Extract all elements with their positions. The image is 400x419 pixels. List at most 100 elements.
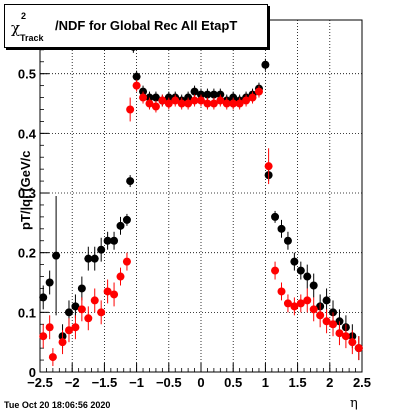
red-data-point [341, 332, 350, 341]
red-data-point [264, 162, 273, 171]
x-tick-label: −2 [65, 375, 80, 390]
red-data-point [335, 329, 344, 338]
red-data-point [158, 96, 167, 105]
red-data-point [184, 99, 193, 108]
black-data-point [116, 221, 125, 230]
red-data-point [97, 308, 106, 317]
title-subscript: Track [20, 33, 44, 43]
red-data-point [242, 96, 251, 105]
title-symbol: χ [11, 19, 21, 37]
x-tick-label: −1.5 [92, 375, 118, 390]
black-data-point [84, 254, 93, 263]
red-data-point [45, 323, 54, 332]
x-tick-label: 0.5 [224, 375, 242, 390]
black-data-point [110, 236, 119, 245]
title-box: χ 2 Track /NDF for Global Rec All EtapT [4, 4, 268, 48]
red-data-point [64, 326, 73, 335]
red-data-point [248, 93, 257, 102]
data-layer [39, 25, 363, 367]
red-data-point [309, 305, 318, 314]
red-data-point [90, 296, 99, 305]
black-data-point [90, 254, 99, 263]
x-tick-label: 1.5 [289, 375, 307, 390]
red-data-point [58, 338, 67, 347]
black-data-point [322, 296, 331, 305]
red-data-point [190, 96, 199, 105]
red-data-point [116, 272, 125, 281]
black-data-point [277, 224, 286, 233]
red-data-point [316, 311, 325, 320]
black-data-point [309, 281, 318, 290]
red-data-point [132, 81, 141, 90]
red-data-point [145, 99, 154, 108]
black-data-point [296, 266, 305, 275]
x-tick-label: 2.5 [353, 375, 371, 390]
red-data-point [222, 99, 231, 108]
red-data-point [277, 287, 286, 296]
black-data-point [303, 272, 312, 281]
y-axis-label: pT/|q| (GeV/c [18, 150, 33, 230]
y-tick-label: 0.1 [18, 305, 36, 320]
x-tick-label: 0 [197, 375, 204, 390]
black-data-point [126, 177, 135, 186]
red-data-point [48, 353, 57, 362]
black-data-point [290, 257, 299, 266]
red-data-point [71, 323, 80, 332]
y-tick-label: 0.3 [18, 186, 36, 201]
black-data-point [97, 245, 106, 254]
red-data-point [322, 317, 331, 326]
red-data-point [329, 320, 338, 329]
x-tick-label: 1 [262, 375, 269, 390]
black-data-point [39, 293, 48, 302]
y-tick-label: 0.4 [18, 126, 37, 141]
black-data-point [261, 60, 270, 69]
red-data-point [197, 96, 205, 105]
y-tick-label: 0.5 [18, 67, 36, 82]
black-data-point [45, 278, 54, 287]
red-data-point [283, 299, 292, 308]
y-tick-label: 0.2 [18, 246, 36, 261]
red-data-point [203, 99, 212, 108]
axis-layer: −2.5 −2 −1.5 −1 −0.5 0 0.5 1 1.5 2 2.5 0 0.1 0.2 0.3 0.… [18, 19, 371, 390]
red-data-point [110, 290, 119, 299]
red-data-point [151, 102, 160, 111]
black-data-point [132, 72, 141, 81]
red-data-point [39, 332, 48, 341]
red-data-point [296, 299, 305, 308]
black-data-point [122, 215, 131, 224]
red-data-point [229, 99, 238, 108]
black-data-point [64, 308, 73, 317]
red-data-point [354, 344, 363, 353]
black-data-point [71, 302, 80, 311]
x-tick-label: −0.5 [156, 375, 182, 390]
y-tick-label: 0 [29, 365, 36, 380]
red-data-point [84, 314, 93, 323]
red-data-point [164, 99, 173, 108]
red-data-point [177, 99, 186, 108]
red-data-point [126, 105, 135, 114]
black-data-point [209, 90, 218, 99]
red-data-point [235, 99, 244, 108]
red-data-point [103, 287, 112, 296]
red-data-point [348, 338, 357, 347]
red-data-point [271, 266, 280, 275]
x-tick-label: −1 [129, 375, 144, 390]
black-data-point [77, 284, 86, 293]
black-data-point [203, 90, 212, 99]
black-data-point [283, 236, 292, 245]
x-axis-label: η [350, 396, 358, 411]
title-superscript: 2 [21, 11, 27, 21]
black-data-point [103, 236, 112, 245]
x-tick-label: 2 [326, 375, 333, 390]
black-data-point [190, 87, 199, 96]
red-data-point [139, 93, 148, 102]
title-text: /NDF for Global Rec All EtapT [55, 18, 238, 33]
red-data-point [303, 296, 312, 305]
red-data-point [209, 99, 218, 108]
red-data-point [290, 302, 299, 311]
black-data-point [52, 251, 61, 260]
red-data-point [77, 305, 86, 314]
red-data-point [254, 87, 263, 96]
x-tick-label: −2.5 [27, 375, 53, 390]
